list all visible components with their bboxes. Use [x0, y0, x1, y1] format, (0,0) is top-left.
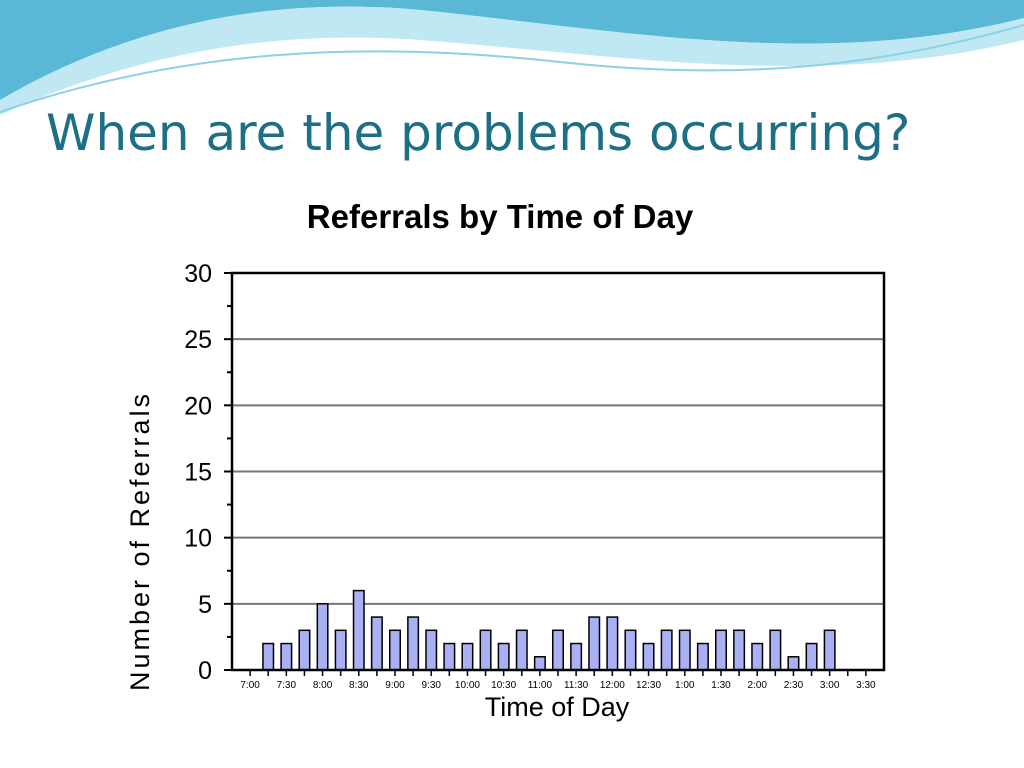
- y-tick-label: 25: [184, 326, 212, 354]
- x-tick-label: 8:00: [313, 680, 333, 691]
- chart-panel: Referrals by Time of Day Number of Refer…: [76, 183, 936, 768]
- x-tick-label: 10:00: [455, 680, 480, 691]
- bar: [680, 630, 691, 670]
- bar: [716, 630, 727, 670]
- bars: [263, 591, 835, 670]
- referrals-bar-chart: Referrals by Time of Day Number of Refer…: [76, 183, 936, 768]
- bar: [263, 644, 274, 670]
- bar: [281, 644, 292, 670]
- bar: [788, 657, 799, 670]
- x-tick-label: 7:00: [240, 680, 260, 691]
- x-tick-label: 1:00: [675, 680, 695, 691]
- x-tick-label: 9:00: [385, 680, 405, 691]
- y-tick-label: 15: [184, 459, 212, 487]
- bar: [335, 630, 346, 670]
- x-tick-labels: 7:00 7:30 8:00 8:30 9:00 9:30 10:00 10:30 11:00 1…: [240, 680, 876, 691]
- bar: [553, 630, 564, 670]
- bar: [661, 630, 672, 670]
- bar: [607, 617, 618, 670]
- bar: [571, 644, 582, 670]
- bar: [480, 630, 491, 670]
- bar: [643, 644, 654, 670]
- bar: [462, 644, 473, 670]
- bar: [390, 630, 401, 670]
- bar: [372, 617, 383, 670]
- grid-lines: [232, 273, 884, 604]
- bar: [625, 630, 636, 670]
- x-tick-label: 10:30: [491, 680, 516, 691]
- bar: [354, 591, 365, 670]
- x-tick-label: 2:00: [747, 680, 767, 691]
- x-tick-label: 11:00: [528, 680, 553, 691]
- bar: [426, 630, 437, 670]
- y-tick-label: 30: [184, 260, 212, 288]
- x-axis-label: Time of Day: [485, 692, 630, 722]
- bar: [317, 604, 328, 670]
- bar: [824, 630, 835, 670]
- bar: [535, 657, 546, 670]
- y-tick-label: 20: [184, 392, 212, 420]
- x-tick-label: 11:30: [564, 680, 589, 691]
- bar: [498, 644, 509, 670]
- bar: [517, 630, 528, 670]
- y-tick-label: 0: [198, 657, 212, 685]
- bar: [770, 630, 781, 670]
- bar: [589, 617, 600, 670]
- chart-title: Referrals by Time of Day: [307, 198, 694, 235]
- bar: [698, 644, 709, 670]
- x-tick-label: 3:00: [820, 680, 840, 691]
- x-tick-label: 8:30: [349, 680, 369, 691]
- x-tick-label: 9:30: [421, 680, 441, 691]
- bar: [806, 644, 817, 670]
- y-tick-label: 10: [184, 525, 212, 553]
- slide-title: When are the problems occurring?: [46, 104, 910, 162]
- x-tick-label: 1:30: [711, 680, 731, 691]
- bar: [408, 617, 419, 670]
- bar: [734, 630, 745, 670]
- y-tick-label: 5: [198, 591, 212, 619]
- bar: [299, 630, 310, 670]
- y-tick-labels: 0 5 10 15 20 25 30: [184, 260, 212, 685]
- bar: [444, 644, 455, 670]
- x-tick-label: 3:30: [856, 680, 876, 691]
- x-tick-label: 12:00: [600, 680, 625, 691]
- x-tick-label: 2:30: [784, 680, 804, 691]
- bar: [752, 644, 763, 670]
- x-tick-label: 7:30: [277, 680, 297, 691]
- x-tick-label: 12:30: [636, 680, 661, 691]
- y-axis-label: Number of Referrals: [125, 391, 155, 691]
